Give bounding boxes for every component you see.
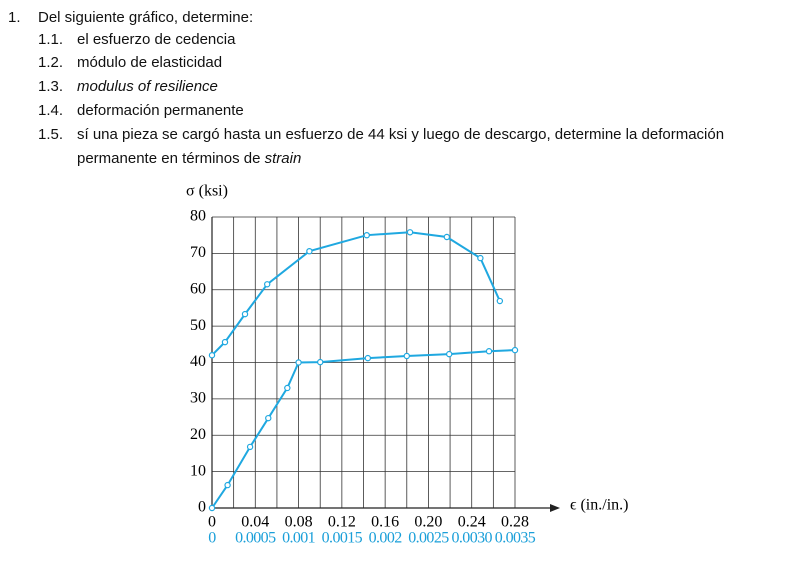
item-number: 1.2.: [38, 54, 64, 71]
italic-text: strain: [264, 150, 302, 167]
data-point: [263, 281, 271, 288]
data-point: [306, 247, 313, 255]
item-text: modulus of resilience: [77, 75, 802, 99]
question-text: Del siguiente gráfico, determine:: [38, 9, 254, 26]
x-tick-label: 0.12: [328, 514, 356, 531]
x-tick-label: 0.28: [501, 514, 529, 531]
data-point: [241, 310, 249, 318]
data-point: [485, 348, 493, 355]
question-number: 1.: [8, 9, 21, 26]
data-point: [443, 233, 451, 241]
data-point: [224, 481, 231, 489]
data-point: [406, 229, 414, 236]
y-tick-label: 40: [190, 353, 206, 370]
x2-tick-label: 0.0025: [408, 530, 449, 547]
series-line: [211, 231, 501, 356]
data-point: [511, 346, 519, 354]
italic-text: modulus of resilience: [77, 78, 218, 95]
x2-tick-label: 0.0015: [322, 530, 363, 547]
data-point: [477, 254, 484, 262]
x-tick-label: 0.08: [285, 514, 313, 531]
x2-tick-label: 0.0030: [452, 530, 493, 547]
text: módulo de elasticidad: [77, 54, 223, 71]
data-point: [265, 414, 272, 422]
y-tick-label: 50: [190, 317, 206, 334]
data-point: [208, 352, 216, 359]
x2-tick-label: 0.001: [282, 530, 316, 547]
data-point: [208, 504, 216, 512]
item-text: deformación permanente: [77, 99, 802, 123]
data-point: [363, 231, 370, 239]
data-point: [284, 384, 291, 392]
y-tick-label: 60: [190, 280, 206, 297]
x-tick-label: 0.20: [414, 514, 442, 531]
item-text: módulo de elasticidad: [77, 51, 802, 75]
item-number: 1.3.: [38, 78, 64, 95]
data-point: [364, 354, 372, 362]
y-tick-label: 0: [198, 499, 206, 516]
data-point: [295, 359, 302, 366]
y-tick-label: 80: [190, 208, 206, 225]
text: el esfuerzo de cedencia: [77, 31, 236, 48]
x-tick-label: 0: [208, 514, 216, 531]
x-tick-label: 0.24: [458, 514, 486, 531]
y-tick-label: 10: [190, 462, 206, 479]
y-tick-label: 20: [190, 426, 206, 443]
item-number: 1.4.: [38, 102, 64, 119]
data-point: [496, 297, 504, 305]
data-point: [403, 352, 410, 360]
text: deformación permanente: [77, 102, 244, 119]
item-text: sí una pieza se cargó hasta un esfuerzo …: [77, 123, 802, 171]
x-tick-label: 0.16: [371, 514, 399, 531]
data-point: [446, 350, 453, 358]
series-line: [211, 349, 516, 509]
y-axis-label: σ (ksi): [186, 183, 228, 200]
x2-tick-label: 0.0035: [495, 530, 536, 547]
y-tick-label: 30: [190, 390, 206, 407]
item-text: el esfuerzo de cedencia: [77, 28, 802, 52]
y-tick-label: 70: [190, 244, 206, 261]
x2-tick-label: 0: [208, 530, 216, 547]
item-number: 1.5.: [38, 126, 64, 143]
x2-tick-label: 0.0005: [235, 530, 276, 547]
data-point: [246, 443, 254, 451]
x-axis-label: ϵ (in./in.): [570, 497, 628, 514]
data-point: [221, 338, 229, 346]
x2-tick-label: 0.002: [369, 530, 403, 547]
x-axis-arrow: [550, 504, 560, 512]
item-number: 1.1.: [38, 31, 64, 48]
data-point: [317, 358, 324, 366]
x-tick-label: 0.04: [241, 514, 269, 531]
text: sí una pieza se cargó hasta un esfuerzo …: [77, 126, 725, 167]
